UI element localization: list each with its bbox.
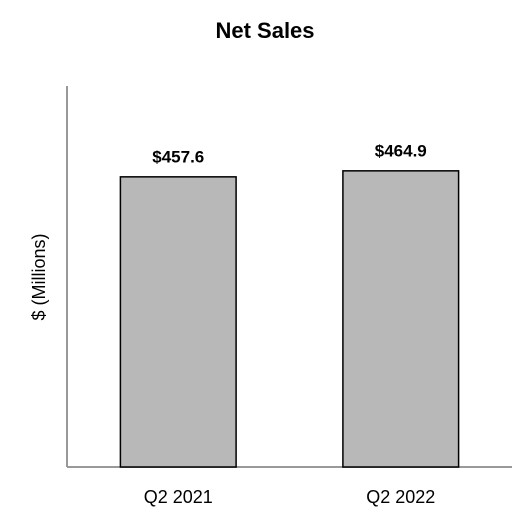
value-label: $457.6 <box>152 147 204 166</box>
x-tick-label: Q2 2022 <box>366 487 435 507</box>
chart-title: Net Sales <box>215 18 314 43</box>
y-axis-label: $ (Millions) <box>29 233 49 320</box>
bar <box>342 170 460 468</box>
value-label: $464.9 <box>375 141 427 160</box>
x-tick-label: Q2 2021 <box>144 487 213 507</box>
bar <box>119 176 237 468</box>
